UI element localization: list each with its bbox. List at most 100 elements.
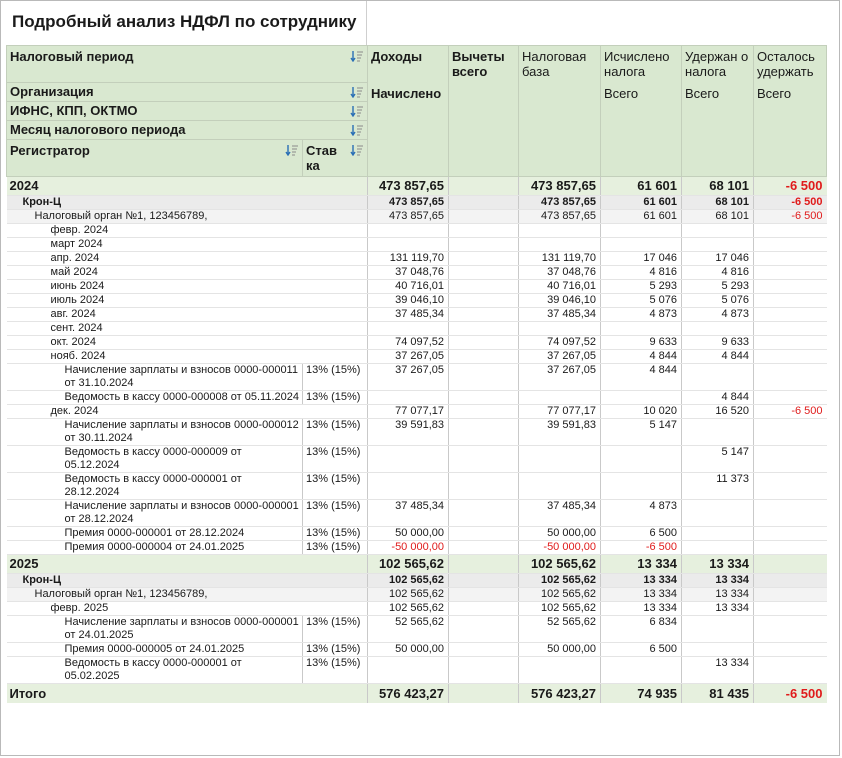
registrar-row[interactable]: Начисление зарплаты и взносов 0000-00001… [6,363,827,391]
registrar-row[interactable]: Ведомость в кассу 0000-000001 от 28.12.2… [6,472,827,500]
cell-base: 131 119,70 [518,251,602,266]
cell-calc: 6 500 [600,642,683,657]
header-income-accrued-label: Начислено [371,85,442,101]
cell-deductions [448,176,520,196]
tax-office-row[interactable]: Налоговый орган №1, 123456789, 473 857,65… [6,209,827,224]
cell-base: 40 716,01 [518,279,602,294]
sort-ascending-icon[interactable] [350,50,364,62]
period-row[interactable]: 2025 102 565,62 102 565,62 13 334 13 334 [6,554,827,574]
cell-deductions [448,642,520,657]
header-remaining-total[interactable]: Всего [753,82,828,177]
month-row[interactable]: окт. 2024 74 097,52 74 097,52 9 633 9 633 [6,335,827,350]
registrar-row[interactable]: Премия 0000-000004 от 24.01.2025 13% (15%… [6,540,827,555]
header-withheld[interactable]: Удержан о налога [681,45,755,83]
cell-withheld [681,237,755,252]
tax-office-row[interactable]: Налоговый орган №1, 123456789, 102 565,62… [6,587,827,602]
row-label: июнь 2024 [6,279,369,294]
header-calc[interactable]: Исчислено налога [600,45,683,83]
row-label: Ведомость в кассу 0000-000001 от 05.02.2… [6,656,303,684]
month-row[interactable]: нояб. 2024 37 267,05 37 267,05 4 844 4 844 [6,349,827,364]
cell-calc [600,390,683,405]
cell-income: 40 716,01 [367,279,450,294]
total-income: 576 423,27 [367,683,450,703]
header-calc-total[interactable]: Всего [600,82,683,177]
cell-withheld: 13 334 [681,601,755,616]
cell-base: -50 000,00 [518,540,602,555]
cell-withheld [681,540,755,555]
total-row[interactable]: Итого 576 423,27 576 423,27 74 935 81 43… [6,683,827,703]
header-ifns[interactable]: ИФНС, КПП, ОКТМО [5,101,369,121]
period-row[interactable]: 2024 473 857,65 473 857,65 61 601 68 101 -6 5… [6,176,827,196]
registrar-row[interactable]: Премия 0000-000001 от 28.12.2024 13% (15%… [6,526,827,541]
month-row[interactable]: февр. 2024 [6,223,827,238]
sort-ascending-icon[interactable] [350,86,364,98]
header-income-accrued[interactable]: Начислено [367,82,450,177]
header-deductions[interactable]: Вычеты всего [448,45,520,177]
row-label: Налоговый орган №1, 123456789, [6,209,369,224]
header-registrar-label: Регистратор [10,143,90,158]
cell-remaining [753,335,827,350]
cell-base: 37 267,05 [518,363,602,391]
month-row[interactable]: июнь 2024 40 716,01 40 716,01 5 293 5 293 [6,279,827,294]
cell-income [367,656,450,684]
month-row[interactable]: сент. 2024 [6,321,827,336]
cell-base: 50 000,00 [518,526,602,541]
report-title: Подробный анализ НДФЛ по сотруднику [12,12,357,31]
header-remaining[interactable]: Осталось удержать [753,45,828,83]
organization-row[interactable]: Крон-Ц 102 565,62 102 565,62 13 334 13 334 [6,573,827,588]
row-label: Премия 0000-000001 от 28.12.2024 [6,526,303,541]
cell-base [518,223,602,238]
cell-base [518,472,602,500]
sort-ascending-icon[interactable] [285,144,299,156]
month-row[interactable]: авг. 2024 37 485,34 37 485,34 4 873 4 873 [6,307,827,322]
header-month[interactable]: Месяц налогового периода [5,120,369,140]
month-row[interactable]: июль 2024 39 046,10 39 046,10 5 076 5 076 [6,293,827,308]
cell-withheld: 17 046 [681,251,755,266]
cell-remaining [753,526,827,541]
header-month-label: Месяц налогового периода [10,122,186,137]
sort-ascending-icon[interactable] [350,144,364,156]
cell-remaining: -6 500 [753,209,827,224]
cell-remaining [753,418,827,446]
row-rate: 13% (15%) [302,526,369,541]
row-label: февр. 2025 [6,601,369,616]
registrar-row[interactable]: Ведомость в кассу 0000-000001 от 05.02.2… [6,656,827,684]
cell-withheld: 5 147 [681,445,755,473]
total-withheld: 81 435 [681,683,755,703]
registrar-row[interactable]: Ведомость в кассу 0000-000008 от 05.11.2… [6,390,827,405]
registrar-row[interactable]: Начисление зарплаты и взносов 0000-00000… [6,499,827,527]
header-rate[interactable]: Став ка [301,139,369,177]
header-registrar[interactable]: Регистратор [6,139,303,177]
header-remaining-total-label: Всего [757,85,792,101]
registrar-row[interactable]: Ведомость в кассу 0000-000009 от 05.12.2… [6,445,827,473]
row-rate: 13% (15%) [302,642,369,657]
organization-row[interactable]: Крон-Ц 473 857,65 473 857,65 61 601 68 101 -6… [6,195,827,210]
month-row[interactable]: февр. 2025 102 565,62 102 565,62 13 334 13 3… [6,601,827,616]
registrar-row[interactable]: Премия 0000-000005 от 24.01.2025 13% (15%… [6,642,827,657]
cell-income: 131 119,70 [367,251,450,266]
month-row[interactable]: март 2024 [6,237,827,252]
header-tax-period[interactable]: Налоговый период [5,45,369,83]
registrar-row[interactable]: Начисление зарплаты и взносов 0000-00001… [6,418,827,446]
month-row[interactable]: дек. 2024 77 077,17 77 077,17 10 020 16 520-… [6,404,827,419]
cell-withheld [681,418,755,446]
header-withheld-total[interactable]: Всего [681,82,755,177]
header-organization[interactable]: Организация [5,82,369,102]
cell-calc: 4 873 [600,499,683,527]
cell-base: 102 565,62 [518,587,602,602]
cell-calc [600,321,683,336]
cell-deductions [448,540,520,555]
row-label: сент. 2024 [6,321,369,336]
sort-ascending-icon[interactable] [350,124,364,136]
month-row[interactable]: апр. 2024 131 119,70 131 119,70 17 046 17 04… [6,251,827,266]
cell-base: 77 077,17 [518,404,602,419]
header-taxbase[interactable]: Налоговая база [518,45,602,177]
cell-income: 39 591,83 [367,418,450,446]
row-label: апр. 2024 [6,251,369,266]
header-income[interactable]: Доходы [367,45,450,83]
month-row[interactable]: май 2024 37 048,76 37 048,76 4 816 4 816 [6,265,827,280]
row-label: март 2024 [6,237,369,252]
sort-ascending-icon[interactable] [350,105,364,117]
cell-income [367,390,450,405]
registrar-row[interactable]: Начисление зарплаты и взносов 0000-00000… [6,615,827,643]
